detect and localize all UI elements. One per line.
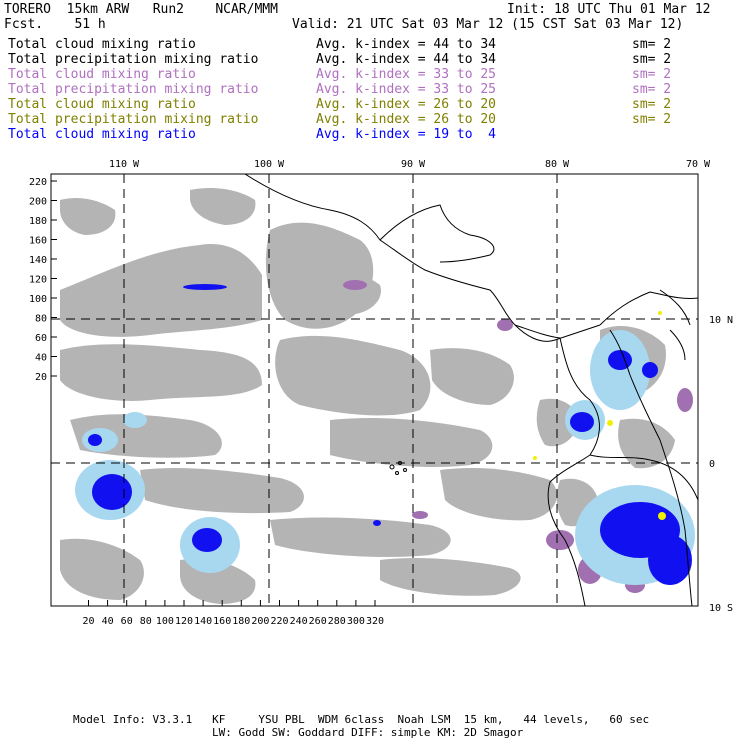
x-tick-label: 80 bbox=[140, 616, 152, 627]
init-time: Init: 18 UTC Thu 01 Mar 12 bbox=[507, 2, 711, 17]
legend-stat: Avg. k-index = 44 to 34 bbox=[316, 52, 497, 67]
legend-sm: sm= 2 bbox=[632, 82, 672, 97]
x-tick-label: 140 bbox=[194, 616, 212, 627]
legend-field: Total precipitation mixing ratio bbox=[8, 112, 259, 127]
legend-stat: Avg. k-index = 26 to 20 bbox=[316, 97, 497, 112]
x-tick-label: 40 bbox=[102, 616, 114, 627]
x-tick-label: 300 bbox=[347, 616, 365, 627]
yellow-field bbox=[533, 311, 666, 520]
x-tick-label: 160 bbox=[213, 616, 231, 627]
y-tick-label: 80 bbox=[35, 314, 47, 325]
y-tick-label: 20 bbox=[35, 372, 47, 383]
physics-info: LW: Godd SW: Goddard DIFF: simple KM: 2D… bbox=[212, 726, 524, 739]
forecast-hour: Fcst. 51 h bbox=[4, 17, 106, 32]
latitude-label: 10 S bbox=[709, 603, 733, 614]
y-tick-label: 40 bbox=[35, 353, 47, 364]
legend-field: Total precipitation mixing ratio bbox=[8, 52, 259, 67]
y-tick-label: 60 bbox=[35, 333, 47, 344]
y-tick-label: 100 bbox=[29, 294, 47, 305]
x-tick-label: 240 bbox=[290, 616, 308, 627]
x-tick-label: 100 bbox=[156, 616, 174, 627]
y-tick-label: 160 bbox=[29, 236, 47, 247]
legend-sm: sm= 2 bbox=[632, 37, 672, 52]
x-tick-label: 220 bbox=[270, 616, 288, 627]
latitude-label: 10 N bbox=[709, 315, 733, 326]
coastlines bbox=[244, 174, 698, 606]
legend-field: Total cloud mixing ratio bbox=[8, 67, 196, 82]
legend-stat: Avg. k-index = 26 to 20 bbox=[316, 112, 497, 127]
legend-stat: Avg. k-index = 33 to 25 bbox=[316, 82, 497, 97]
x-tick-label: 120 bbox=[175, 616, 193, 627]
longitude-label: 90 W bbox=[401, 159, 426, 170]
legend-sm: sm= 2 bbox=[632, 112, 672, 127]
legend-sm: sm= 2 bbox=[632, 52, 672, 67]
x-tick-label: 20 bbox=[82, 616, 94, 627]
legend-stat: Avg. k-index = 44 to 34 bbox=[316, 37, 497, 52]
purple-field bbox=[343, 280, 693, 593]
longitude-label: 70 W bbox=[686, 159, 711, 170]
legend-field: Total cloud mixing ratio bbox=[8, 97, 196, 112]
legend-stat: Avg. k-index = 33 to 25 bbox=[316, 67, 497, 82]
model-title: TORERO 15km ARW Run2 NCAR/MMM bbox=[4, 2, 278, 17]
x-tick-label: 260 bbox=[309, 616, 327, 627]
x-tick-label: 60 bbox=[121, 616, 133, 627]
legend-field: Total precipitation mixing ratio bbox=[8, 82, 259, 97]
longitude-label: 100 W bbox=[254, 159, 285, 170]
legend-sm: sm= 2 bbox=[632, 67, 672, 82]
y-tick-label: 220 bbox=[29, 177, 47, 188]
y-tick-label: 120 bbox=[29, 275, 47, 286]
graticule bbox=[51, 174, 698, 606]
latitude-label: 0 bbox=[709, 459, 715, 470]
y-tick-label: 140 bbox=[29, 255, 47, 266]
legend-field: Total cloud mixing ratio bbox=[8, 37, 196, 52]
longitude-label: 110 W bbox=[109, 159, 140, 170]
legend-stat: Avg. k-index = 19 to 4 bbox=[316, 127, 497, 142]
y-tick-label: 200 bbox=[29, 197, 47, 208]
y-tick-label: 180 bbox=[29, 216, 47, 227]
model-info: Model Info: V3.3.1 KF YSU PBL WDM 6class… bbox=[73, 713, 650, 726]
x-tick-label: 180 bbox=[232, 616, 250, 627]
x-tick-label: 200 bbox=[251, 616, 269, 627]
legend-field: Total cloud mixing ratio bbox=[8, 127, 196, 142]
x-tick-label: 320 bbox=[366, 616, 384, 627]
legend-sm: sm= 2 bbox=[632, 97, 672, 112]
x-tick-label: 280 bbox=[328, 616, 346, 627]
valid-time: Valid: 21 UTC Sat 03 Mar 12 (15 CST Sat … bbox=[292, 17, 684, 32]
longitude-label: 80 W bbox=[545, 159, 570, 170]
